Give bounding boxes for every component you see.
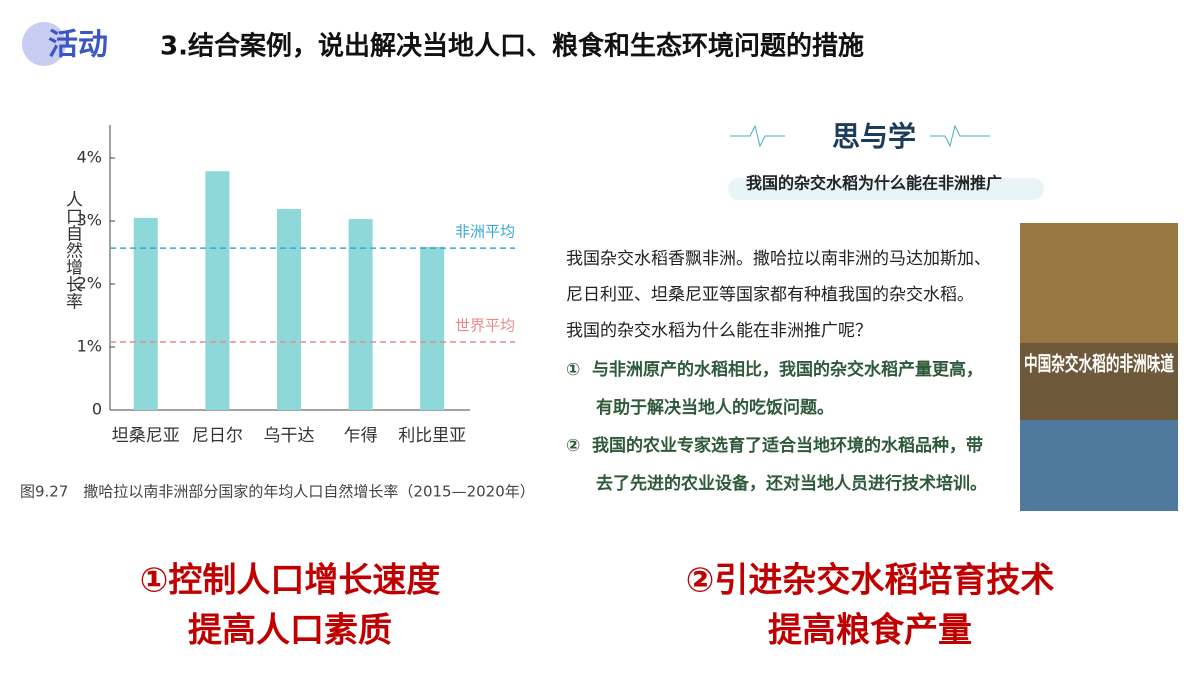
point-line: 有助于解决当地人的吃饭问题。 xyxy=(596,397,834,418)
subtitle-bg xyxy=(728,178,1044,200)
panel-title: 思与学 xyxy=(832,120,916,153)
reference-label: 非洲平均 xyxy=(455,223,515,241)
intro-line: 我国杂交水稻香飘非洲。撒哈拉以南非洲的马达加斯加、 xyxy=(566,249,991,269)
point-marker: ② xyxy=(566,436,580,456)
badge-circle xyxy=(22,22,66,66)
answer-line: ①控制人口增长速度 xyxy=(140,561,441,601)
x-tick-label: 乌干达 xyxy=(264,426,315,446)
caption: 图9.27 撒哈拉以南非洲部分国家的年均人口自然增长率（2015—2020年） xyxy=(20,483,535,501)
bar xyxy=(348,219,373,410)
point-line: 去了先进的农业设备，还对当地人员进行技术培训。 xyxy=(596,473,987,494)
y-tick-label: 1% xyxy=(77,337,102,356)
bar xyxy=(420,246,445,410)
y-tick-label: 0 xyxy=(92,400,102,419)
x-tick-label: 尼日尔 xyxy=(192,426,243,446)
point-line: 我国的农业专家选育了适合当地环境的水稻品种，带 xyxy=(592,435,983,456)
point-line: 与非洲原产的水稻相比，我国的杂交水稻产量更高， xyxy=(592,359,983,380)
y-tick-label: 4% xyxy=(77,148,102,167)
panel-subtitle: 我国的杂交水稻为什么能在非洲推广 xyxy=(746,174,1002,193)
reference-label: 世界平均 xyxy=(455,316,515,334)
y-tick-label: 3% xyxy=(77,211,102,230)
title: 3.结合案例，说出解决当地人口、粮食和生态环境问题的措施 xyxy=(160,31,864,62)
x-tick-label: 乍得 xyxy=(344,426,378,446)
badge: 活动 xyxy=(48,28,108,63)
poster-people xyxy=(1020,420,1178,511)
poster-title: 中国杂交水稻的非洲味道 xyxy=(1024,352,1174,376)
bar xyxy=(205,171,230,410)
intro-line: 尼日利亚、坦桑尼亚等国家都有种植我国的杂交水稻。 xyxy=(566,285,974,305)
y-tick-label: 2% xyxy=(77,274,102,293)
bar xyxy=(277,209,301,410)
x-tick-label: 坦桑尼亚 xyxy=(112,426,180,446)
intro-line: 我国的杂交水稻为什么能在非洲推广呢？ xyxy=(566,321,872,341)
x-tick-label: 利比里亚 xyxy=(398,426,466,446)
decor xyxy=(730,124,990,148)
point-marker: ① xyxy=(566,360,580,380)
poster-sky xyxy=(1020,223,1178,343)
bar xyxy=(133,217,158,410)
answer-line: 提高粮食产量 xyxy=(768,611,972,651)
y-axis-label: 人口自然增长率 xyxy=(62,190,83,309)
answer-line: ②引进杂交水稻培育技术 xyxy=(686,561,1055,601)
answer-line: 提高人口素质 xyxy=(188,611,392,651)
